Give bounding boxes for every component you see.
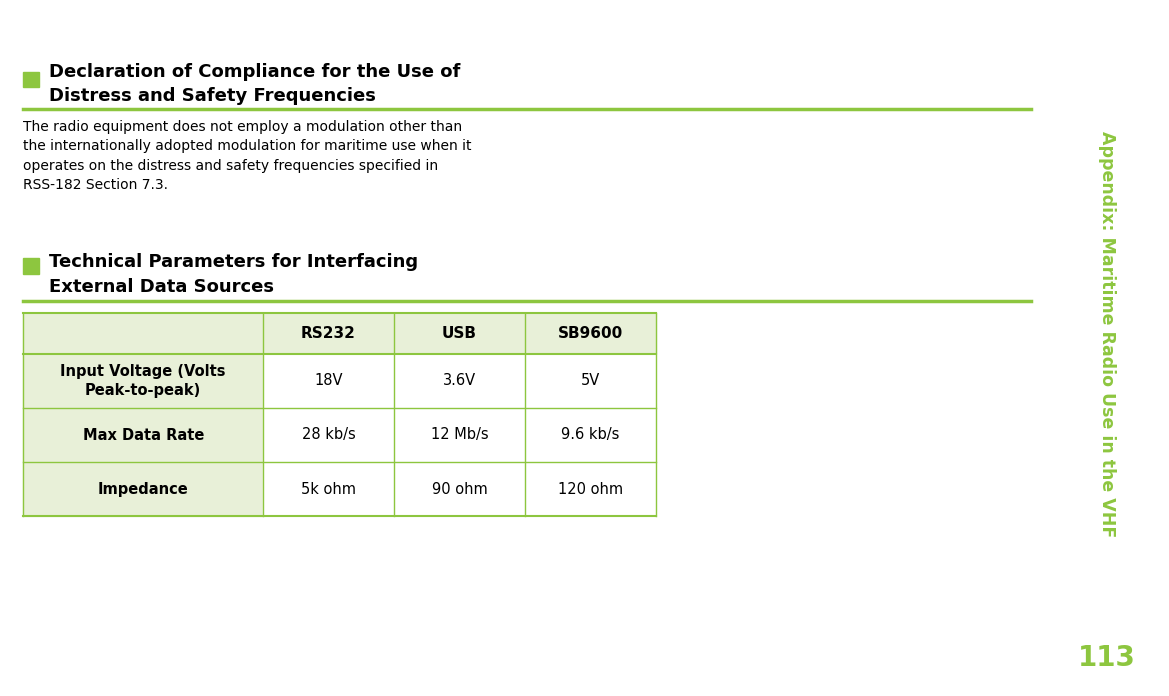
Text: 5k ohm: 5k ohm — [300, 482, 357, 497]
Bar — [263, 462, 394, 516]
Text: The radio equipment does not employ a modulation other than
the internationally : The radio equipment does not employ a mo… — [23, 120, 472, 192]
Text: 18V: 18V — [314, 373, 343, 388]
Text: 9.6 kb/s: 9.6 kb/s — [561, 427, 620, 443]
Text: Technical Parameters for Interfacing
External Data Sources: Technical Parameters for Interfacing Ext… — [49, 253, 419, 296]
Text: RS232: RS232 — [302, 326, 355, 341]
Bar — [23, 354, 263, 408]
Text: 113: 113 — [1078, 644, 1136, 672]
Bar — [394, 408, 525, 462]
Bar — [394, 462, 525, 516]
Text: 5V: 5V — [581, 373, 600, 388]
Bar — [23, 72, 39, 87]
Bar — [263, 408, 394, 462]
Text: Appendix: Maritime Radio Use in the VHF: Appendix: Maritime Radio Use in the VHF — [1098, 131, 1116, 537]
Bar — [394, 354, 525, 408]
Text: Input Voltage (Volts
Peak-to-peak): Input Voltage (Volts Peak-to-peak) — [61, 364, 226, 397]
Bar — [525, 354, 656, 408]
Text: 90 ohm: 90 ohm — [431, 482, 487, 497]
Text: Impedance: Impedance — [98, 482, 188, 497]
Bar — [263, 354, 394, 408]
Bar — [23, 462, 263, 516]
Text: SB9600: SB9600 — [558, 326, 623, 341]
Bar — [23, 258, 39, 274]
Bar — [23, 313, 656, 354]
Text: Declaration of Compliance for the Use of
Distress and Safety Frequencies: Declaration of Compliance for the Use of… — [49, 63, 461, 105]
Text: 28 kb/s: 28 kb/s — [302, 427, 355, 443]
Bar — [525, 408, 656, 462]
Text: USB: USB — [442, 326, 477, 341]
Bar — [23, 408, 263, 462]
Text: 120 ohm: 120 ohm — [558, 482, 623, 497]
Text: 12 Mb/s: 12 Mb/s — [430, 427, 489, 443]
Bar — [525, 462, 656, 516]
Text: 3.6V: 3.6V — [443, 373, 476, 388]
Text: Max Data Rate: Max Data Rate — [83, 427, 203, 443]
